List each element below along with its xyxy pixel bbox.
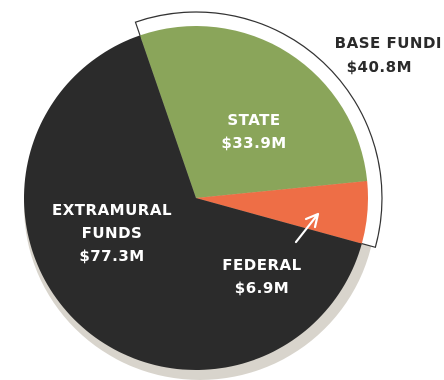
federal-slice-value: $6.9M — [235, 279, 289, 297]
pie-slice-state — [140, 26, 368, 199]
base-funding-label: BASE FUNDI — [335, 34, 442, 52]
pie-slice-federal — [196, 181, 369, 244]
pie-slices — [24, 26, 369, 371]
extramural-slice-value: $77.3M — [79, 247, 144, 265]
base-funding-value: $40.8M — [347, 58, 412, 76]
federal-slice-label: FEDERAL — [222, 256, 301, 274]
extramural-slice-label-line2: FUNDS — [82, 224, 143, 242]
pie-labels — [294, 212, 320, 244]
state-slice-label: STATE — [227, 111, 280, 129]
pie-slice-extramural-funds — [24, 35, 362, 371]
state-slice-value: $33.9M — [221, 134, 286, 152]
extramural-slice-label-line1: EXTRAMURAL — [52, 201, 172, 219]
federal-pointer-arrow — [294, 212, 320, 244]
